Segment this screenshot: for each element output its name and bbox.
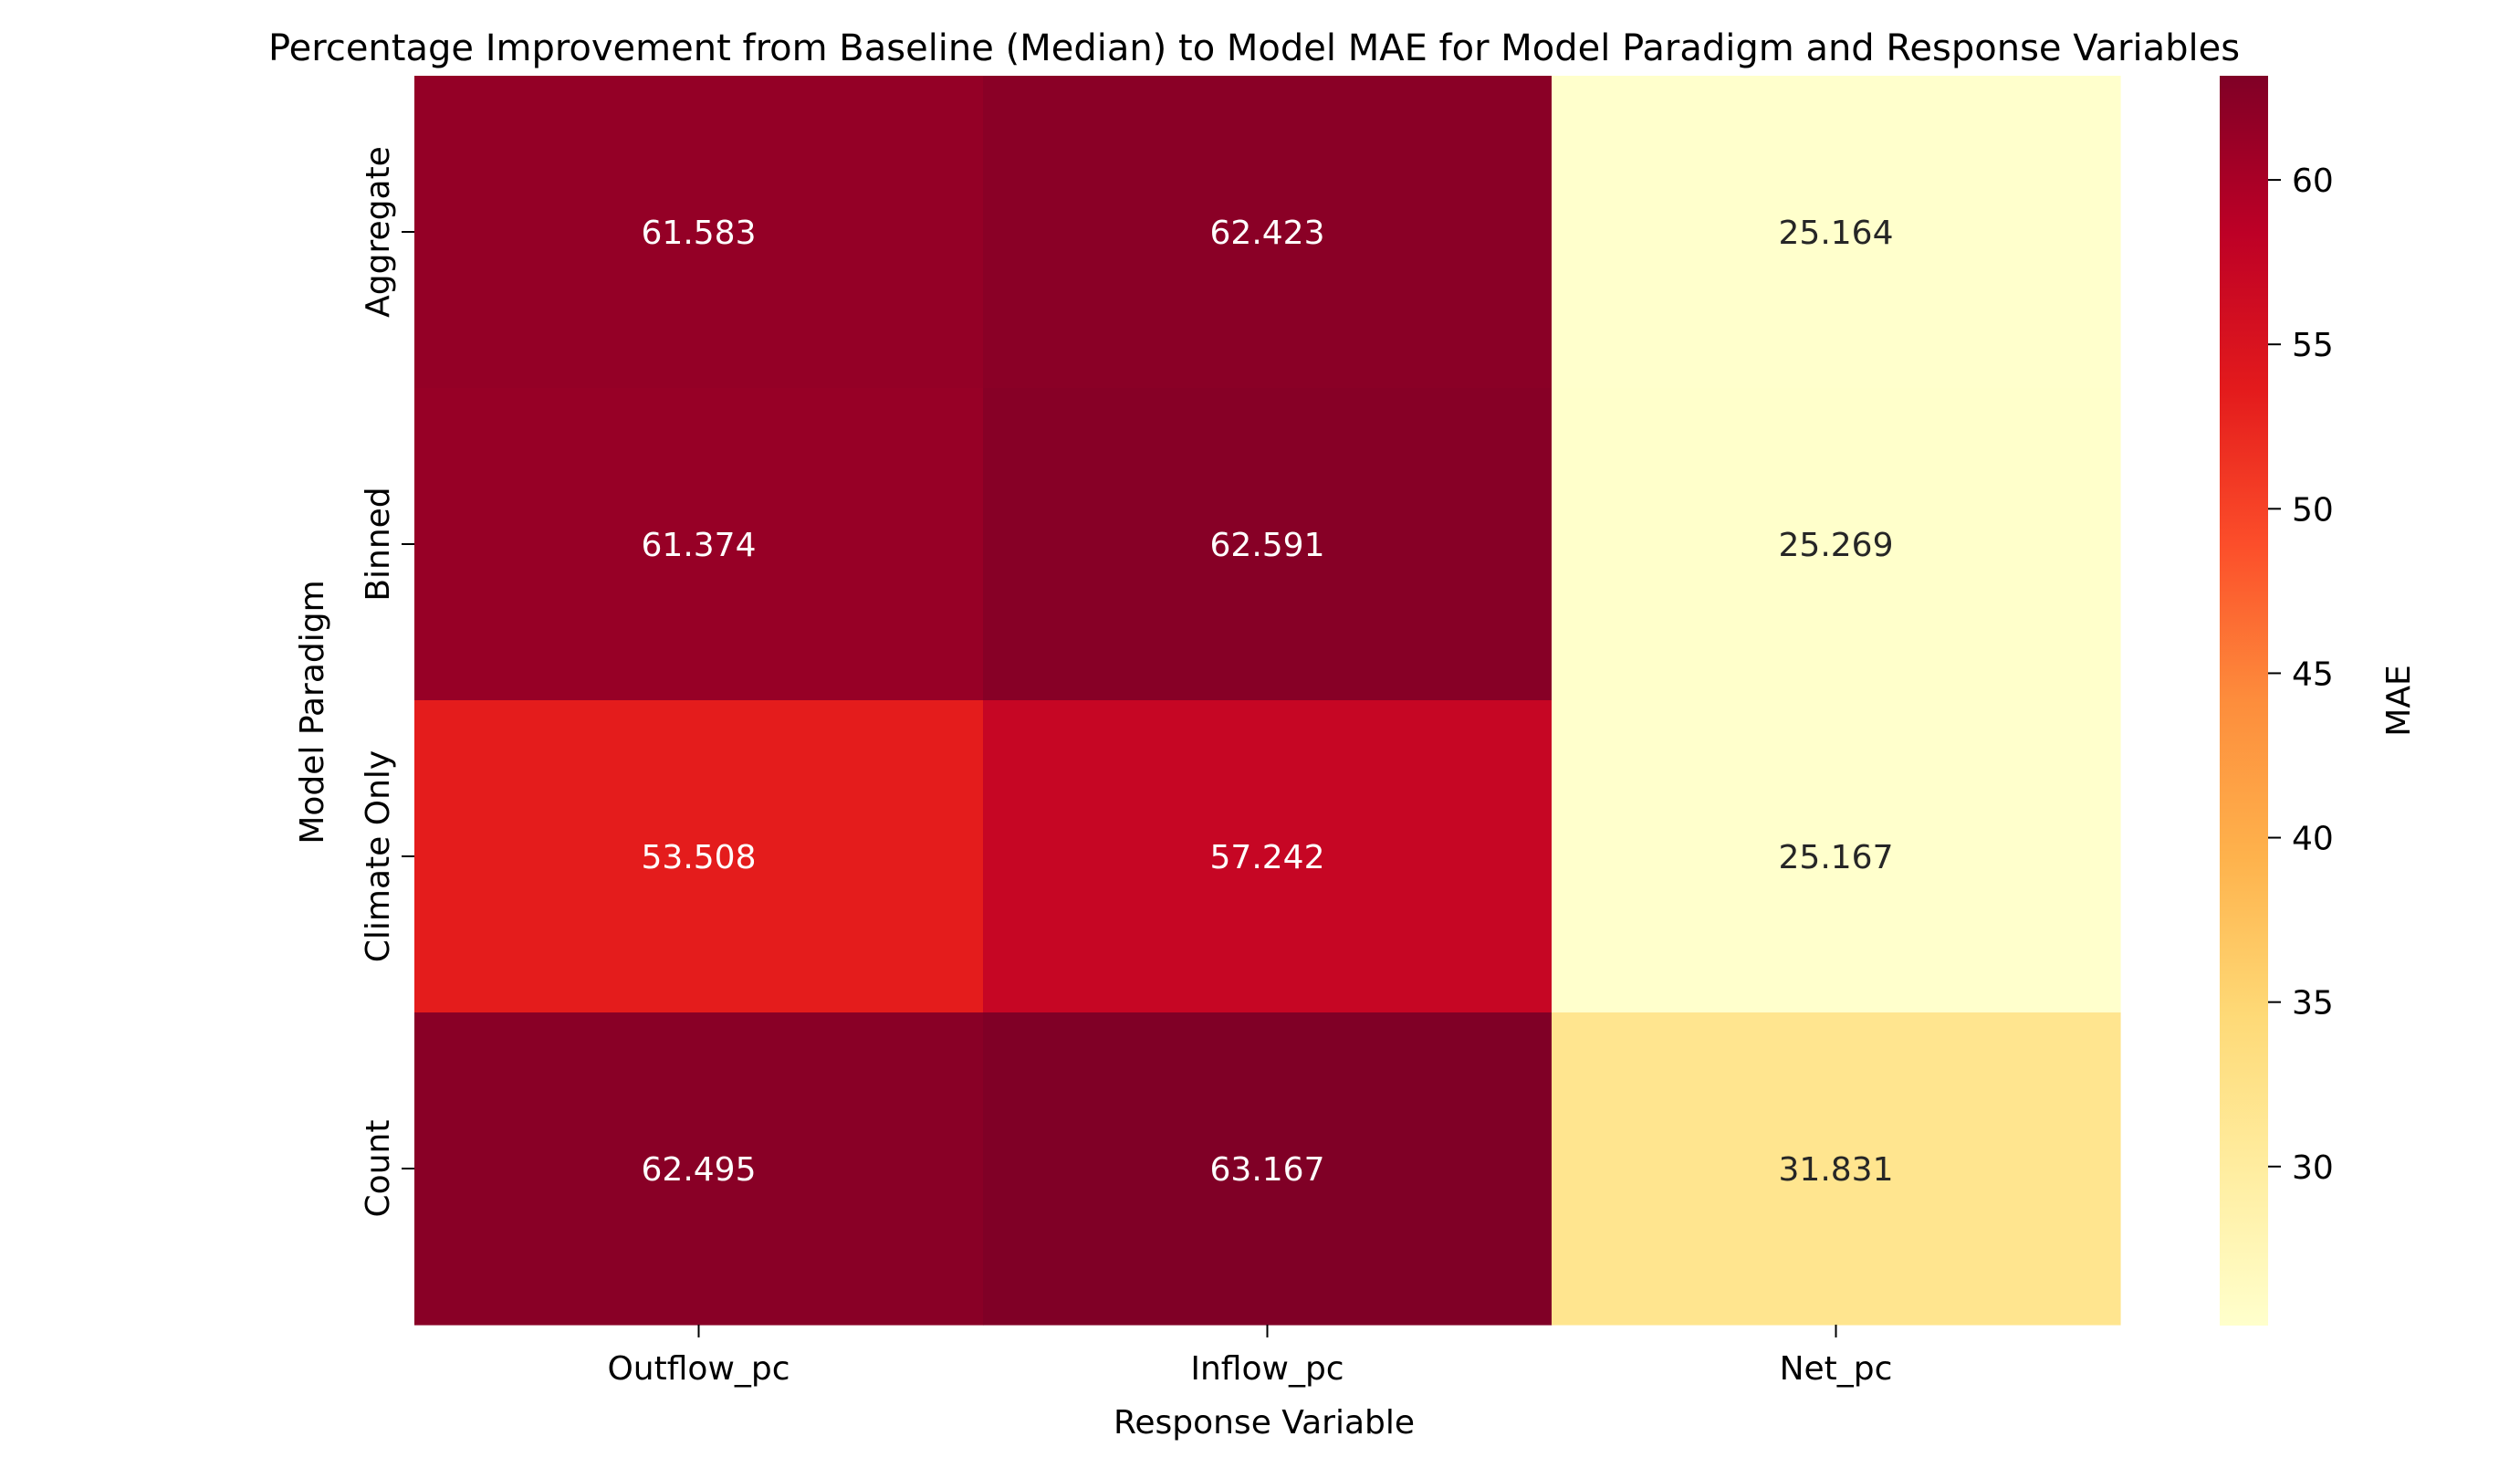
x-axis-label: Response Variable xyxy=(1114,1404,1415,1442)
x-tick-label: Inflow_pc xyxy=(1190,1350,1344,1388)
colorbar-tick-label: 35 xyxy=(2292,985,2334,1022)
chart-title: Percentage Improvement from Baseline (Me… xyxy=(268,27,2240,69)
heatmap-cell xyxy=(983,76,1553,389)
cell-value-label: 62.423 xyxy=(1210,215,1325,252)
colorbar-tick-label: 50 xyxy=(2292,491,2334,529)
heatmap-cell xyxy=(414,388,984,701)
cell-value-label: 31.831 xyxy=(1779,1151,1894,1189)
heatmap-cell xyxy=(1552,1012,2121,1326)
heatmap-cell xyxy=(414,1012,984,1326)
colorbar xyxy=(2220,76,2268,1326)
cell-value-label: 61.583 xyxy=(642,215,757,252)
colorbar-ticks: 30 35 40 45 50 55 60 xyxy=(2268,163,2334,1187)
colorbar-tick-label: 55 xyxy=(2292,327,2334,364)
heatmap-cell xyxy=(1552,700,2121,1013)
heatmap-cell xyxy=(414,700,984,1013)
colorbar-tick-label: 60 xyxy=(2292,163,2334,200)
x-tick-label: Net_pc xyxy=(1780,1350,1893,1388)
y-tick-label: Binned xyxy=(360,487,397,601)
colorbar-tick-label: 45 xyxy=(2292,655,2334,693)
heatmap-cell xyxy=(983,388,1553,701)
colorbar-tick-label: 40 xyxy=(2292,821,2334,858)
y-tick-label: Count xyxy=(360,1120,397,1218)
heatmap-cell xyxy=(983,1012,1553,1326)
heatmap-cell xyxy=(414,76,984,389)
cell-value-label: 62.495 xyxy=(642,1151,757,1189)
cell-value-label: 62.591 xyxy=(1210,527,1325,564)
heatmap-cell xyxy=(983,700,1553,1013)
cell-value-labels: 61.583 62.423 25.164 61.374 62.591 25.269 53.5… xyxy=(642,215,1894,1189)
x-axis: Outflow_pc Inflow_pc Net_pc xyxy=(607,1325,1892,1388)
cell-value-label: 25.167 xyxy=(1779,839,1894,876)
cell-value-label: 61.374 xyxy=(642,527,757,564)
cell-value-label: 53.508 xyxy=(642,839,757,876)
heatmap-cell xyxy=(1552,388,2121,701)
cell-value-label: 63.167 xyxy=(1210,1151,1325,1189)
y-axis: Aggregate Binned Climate Only Count xyxy=(360,146,414,1217)
y-tick-label: Climate Only xyxy=(360,750,397,962)
x-tick-label: Outflow_pc xyxy=(607,1350,789,1388)
heatmap-cells xyxy=(414,76,2121,1326)
cell-value-label: 57.242 xyxy=(1210,839,1325,876)
cell-value-label: 25.164 xyxy=(1779,215,1894,252)
cell-value-label: 25.269 xyxy=(1779,527,1894,564)
colorbar-tick-label: 30 xyxy=(2292,1149,2334,1187)
y-tick-label: Aggregate xyxy=(360,146,397,318)
y-axis-label: Model Paradigm xyxy=(294,580,331,844)
heatmap-cell xyxy=(1552,76,2121,389)
colorbar-label: MAE xyxy=(2380,665,2418,736)
